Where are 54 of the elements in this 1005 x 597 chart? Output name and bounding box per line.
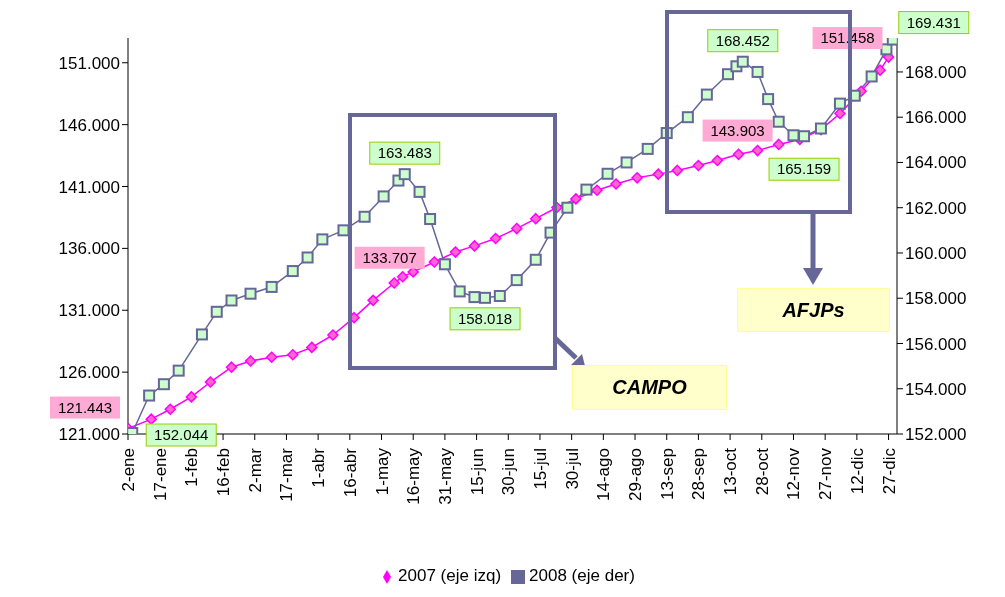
x-tick-label: 16-feb [214,448,234,497]
x-tick-label: 1-abr [309,447,329,488]
x-tick-label: 15-jun [467,448,487,496]
y2-tick-label: 156.000 [905,334,967,354]
x-tick-label: 28-sep [689,448,709,500]
data-label: 152.044 [154,426,209,443]
x-tick-label: 30-jul [562,448,582,490]
x-tick-label: 13-sep [657,448,677,500]
y2-tick-label: 160.000 [905,244,967,264]
y2-tick-label: 158.000 [905,289,967,309]
note-box: AFJPs [737,288,890,332]
data-label: 163.483 [377,144,432,162]
y-tick-label: 121.000 [58,425,120,445]
note-box: CAMPO [572,365,727,410]
x-tick-label: 29-ago [626,448,646,501]
data-label: 169.431 [906,13,961,31]
data-label: 133.707 [362,248,417,266]
y-tick-label: 151.000 [58,53,120,73]
x-tick-label: 28-oct [752,447,772,496]
data-label: 121.443 [57,398,113,416]
x-tick-label: 16-abr [340,447,360,498]
x-tick-label: 14-ago [594,448,614,501]
x-tick-label: 30-jun [499,448,519,496]
x-tick-label: 13-oct [721,447,741,496]
x-tick-label: 12-dic [847,447,867,495]
x-tick-label: 2-ene [119,448,138,492]
data-label: 168.452 [715,31,770,49]
y2-tick-label: 162.000 [905,198,967,218]
y2-tick-label: 166.000 [905,108,967,128]
x-tick-label: 27-nov [816,447,836,500]
x-tick-label: 17-mar [277,447,297,502]
x-tick-label: 1-may [372,447,392,496]
legend-label: 2007 (eje izq) [398,566,502,585]
y-tick-label: 136.000 [58,239,120,259]
y-tick-label: 141.000 [58,177,120,197]
data-label: 158.018 [457,309,513,327]
x-tick-label: 31-may [435,447,455,505]
x-tick-label: 2-mar [245,447,265,493]
legend-label: 2008 (eje der) [529,566,635,585]
x-tick-label: 27-dic [879,447,899,495]
y-tick-label: 131.000 [58,301,120,321]
x-tick-label: 1-feb [182,448,202,487]
x-tick-label: 12-nov [784,447,804,500]
y2-tick-label: 154.000 [905,379,967,399]
x-tick-label: 15-jul [530,448,550,490]
y-tick-label: 126.000 [58,363,120,383]
x-tick-label: 17-ene [150,448,170,501]
y2-tick-label: 164.000 [905,153,967,173]
y2-tick-label: 152.000 [905,425,967,445]
data-label: 165.159 [776,160,832,178]
x-tick-label: 16-may [404,447,424,505]
y2-tick-label: 168.000 [905,62,967,82]
y-tick-label: 146.000 [58,115,120,135]
data-label: 143.903 [710,121,765,139]
